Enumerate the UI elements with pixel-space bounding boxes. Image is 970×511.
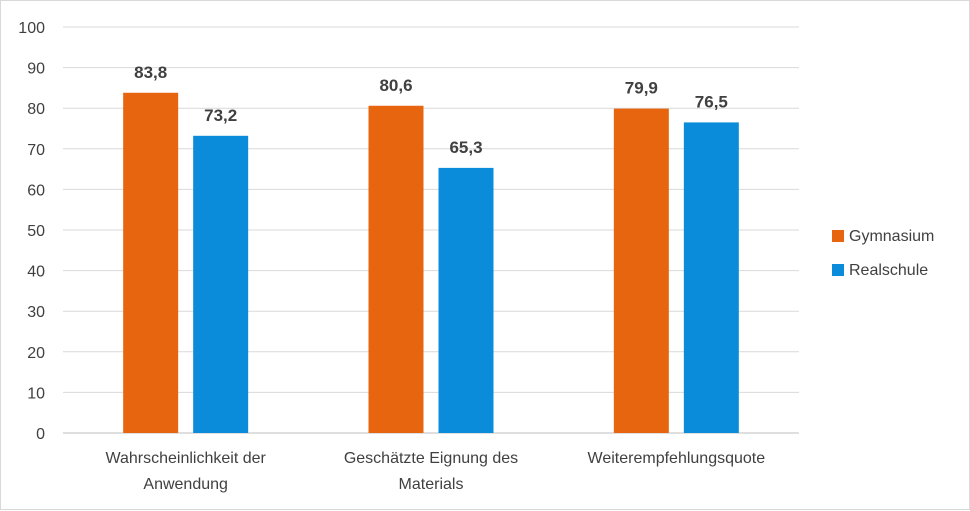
y-tick-label: 80 [27,101,45,118]
y-tick-label: 30 [27,304,45,321]
category-label: Materials [399,476,464,493]
y-tick-label: 50 [27,223,45,240]
data-label: 83,8 [134,63,167,82]
y-tick-label: 60 [27,182,45,199]
data-labels: 83,8 73,2 80,6 65,3 79,9 76,5 [134,63,728,157]
bar-realschule-2 [683,122,739,433]
category-label: Geschätzte Eignung des [344,450,518,467]
gridlines [63,26,799,434]
data-label: 73,2 [204,106,237,125]
data-label: 65,3 [449,138,482,157]
category-labels: Wahrscheinlichkeit der Anwendung Geschätzt… [105,450,765,493]
y-tick-label: 10 [27,385,45,402]
bar-realschule-0 [193,135,249,434]
data-label: 79,9 [625,79,658,98]
y-tick-label: 90 [27,61,45,78]
y-tick-label: 0 [36,426,45,443]
category-label: Weiterempfehlungsquote [588,450,766,467]
legend-swatch-realschule [832,264,844,276]
legend-swatch-gymnasium [832,230,844,242]
legend: Gymnasium Realschule [832,228,934,279]
y-tick-label: 70 [27,142,45,159]
bar-realschule-1 [438,167,494,433]
y-tick-label: 40 [27,264,45,281]
bar-gymnasium-2 [613,108,669,433]
y-tick-label: 100 [18,20,45,37]
y-tick-label: 20 [27,345,45,362]
bar-gymnasium-0 [123,92,179,433]
category-label: Wahrscheinlichkeit der [105,450,266,467]
legend-label-gymnasium: Gymnasium [849,228,934,245]
legend-label-realschule: Realschule [849,262,928,279]
bar-gymnasium-1 [368,105,424,433]
y-axis-ticks: 0 10 20 30 40 50 60 70 80 90 100 [18,20,45,443]
data-label: 76,5 [695,92,728,111]
bars [123,92,739,434]
category-label: Anwendung [143,476,228,493]
data-label: 80,6 [379,76,412,95]
